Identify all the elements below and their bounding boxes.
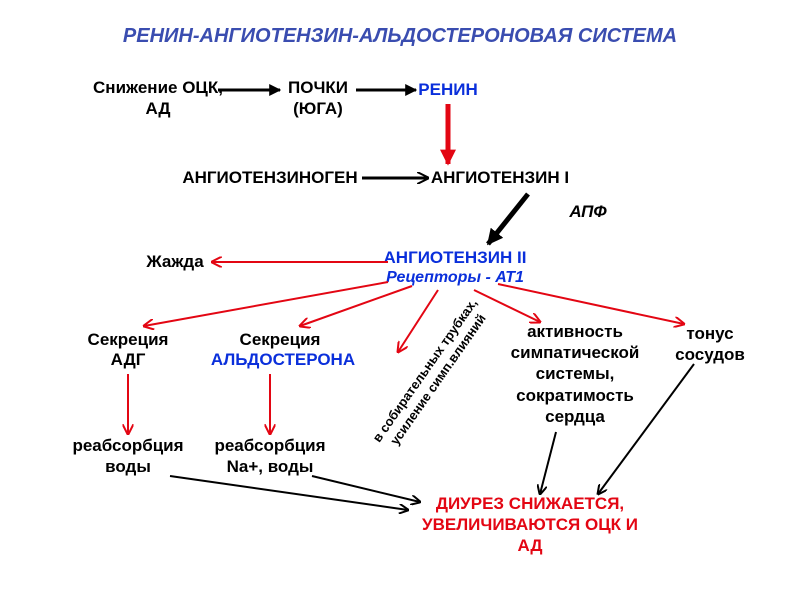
node-n_rena: реабсорбция Na+, воды — [150, 435, 390, 478]
node-n_renin: РЕНИН — [328, 79, 568, 100]
node-n_ang1: АНГИОТЕНЗИН I — [380, 167, 620, 188]
arrow-a16 — [540, 432, 556, 494]
node-n_ald_l1: Секреция — [160, 329, 400, 350]
arrow-a8 — [300, 286, 412, 326]
node-n_apf: АПФ — [468, 201, 708, 222]
node-n_tone: тонус сосудов — [590, 323, 800, 366]
node-n_thirst: Жажда — [55, 251, 295, 272]
node-n_ang2a: АНГИОТЕНЗИН II — [335, 247, 575, 268]
node-n_out: ДИУРЕЗ СНИЖАЕТСЯ, УВЕЛИЧИВАЮТСЯ ОЦК И АД — [410, 493, 650, 557]
arrow-a14 — [170, 476, 408, 510]
node-n_ang2b: Рецепторы - АТ1 — [335, 268, 575, 288]
arrow-a15 — [312, 476, 420, 502]
arrow-a7 — [144, 282, 388, 326]
arrow-a11 — [498, 284, 684, 324]
node-n_agt: АНГИОТЕНЗИНОГЕН — [150, 167, 390, 188]
arrow-a9 — [398, 290, 438, 352]
diagram-title: РЕНИН-АНГИОТЕНЗИН-АЛЬДОСТЕРОНОВАЯ СИСТЕМ… — [0, 24, 800, 49]
node-n_ald_l2: АЛЬДОСТЕРОНА — [163, 349, 403, 370]
